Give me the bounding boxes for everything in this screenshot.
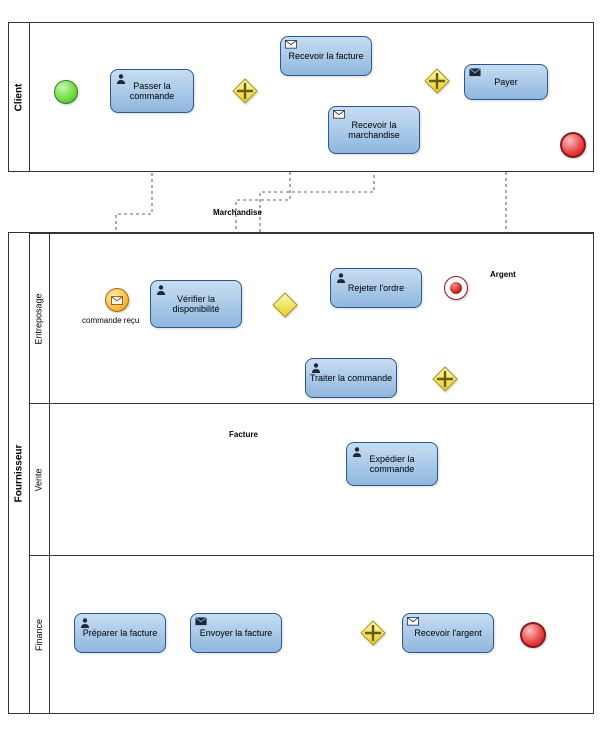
user-icon: [155, 284, 167, 294]
user-icon: [115, 73, 127, 83]
task-t-recv-fact: Recevoir la facture: [280, 36, 372, 76]
task-label: Recevoir la facture: [288, 51, 363, 61]
event-e-end-fin: [520, 622, 546, 648]
gateway-g-exc: [272, 292, 298, 318]
user-icon: [351, 446, 363, 456]
lane-label: Entreposage: [29, 234, 50, 404]
task-t-verif: Vérifier la disponibilité: [150, 280, 242, 328]
task-label: Recevoir l'argent: [414, 628, 481, 638]
gateway-g-par-join: [432, 366, 458, 392]
lane-label: Vente: [29, 404, 50, 556]
message-flow-label: Facture: [229, 430, 258, 439]
task-label: Envoyer la facture: [200, 628, 273, 638]
gateway-g-fin: [360, 620, 386, 646]
bpmn-canvas: Client Fournisseur Entreposage Vente Fin…: [0, 0, 600, 729]
pool-label-client: Client: [9, 23, 30, 171]
task-t-payer: Payer: [464, 64, 548, 100]
gateway-g-cli-split: [232, 78, 258, 104]
message-flow-label: Marchandise: [213, 208, 262, 217]
pool-label-text: Fournisseur: [14, 444, 25, 502]
task-t-expedier: Expédier la commande: [346, 442, 438, 486]
task-t-recv-arg: Recevoir l'argent: [402, 613, 494, 653]
task-t-envoyer: Envoyer la facture: [190, 613, 282, 653]
user-icon: [79, 617, 91, 627]
envelope-icon: [285, 40, 297, 50]
user-icon: [310, 362, 322, 372]
lane-vente: Vente: [29, 403, 593, 556]
envelope-icon: [407, 617, 419, 627]
task-t-preparer: Préparer la facture: [74, 613, 166, 653]
event-e-start-cli: [54, 80, 78, 104]
message-flow-label: Argent: [490, 270, 516, 279]
user-icon: [335, 272, 347, 282]
task-label: Vérifier la disponibilité: [153, 294, 239, 314]
task-t-rejeter: Rejeter l'ordre: [330, 268, 422, 308]
pool-label-fournisseur: Fournisseur: [9, 233, 30, 713]
task-label: Préparer la facture: [83, 628, 158, 638]
task-label: Traiter la commande: [310, 373, 392, 383]
task-t-passer: Passer la commande: [110, 69, 194, 113]
event-e-end-rej: [444, 276, 468, 300]
task-label: Recevoir la marchandise: [331, 120, 417, 140]
task-label: Payer: [494, 77, 518, 87]
envelope-icon: [333, 110, 345, 120]
lane-label: Finance: [29, 556, 50, 714]
event-e-end-cli: [560, 132, 586, 158]
event-label: commande reçu: [82, 316, 139, 325]
gateway-g-cli-join: [424, 68, 450, 94]
pool-label-text: Client: [14, 83, 25, 111]
task-t-traiter: Traiter la commande: [305, 358, 397, 398]
envelope-icon: [195, 617, 207, 627]
task-label: Rejeter l'ordre: [348, 283, 404, 293]
event-e-msg-cmd: [105, 288, 129, 312]
envelope-icon: [469, 68, 481, 78]
task-t-recv-mar: Recevoir la marchandise: [328, 106, 420, 154]
